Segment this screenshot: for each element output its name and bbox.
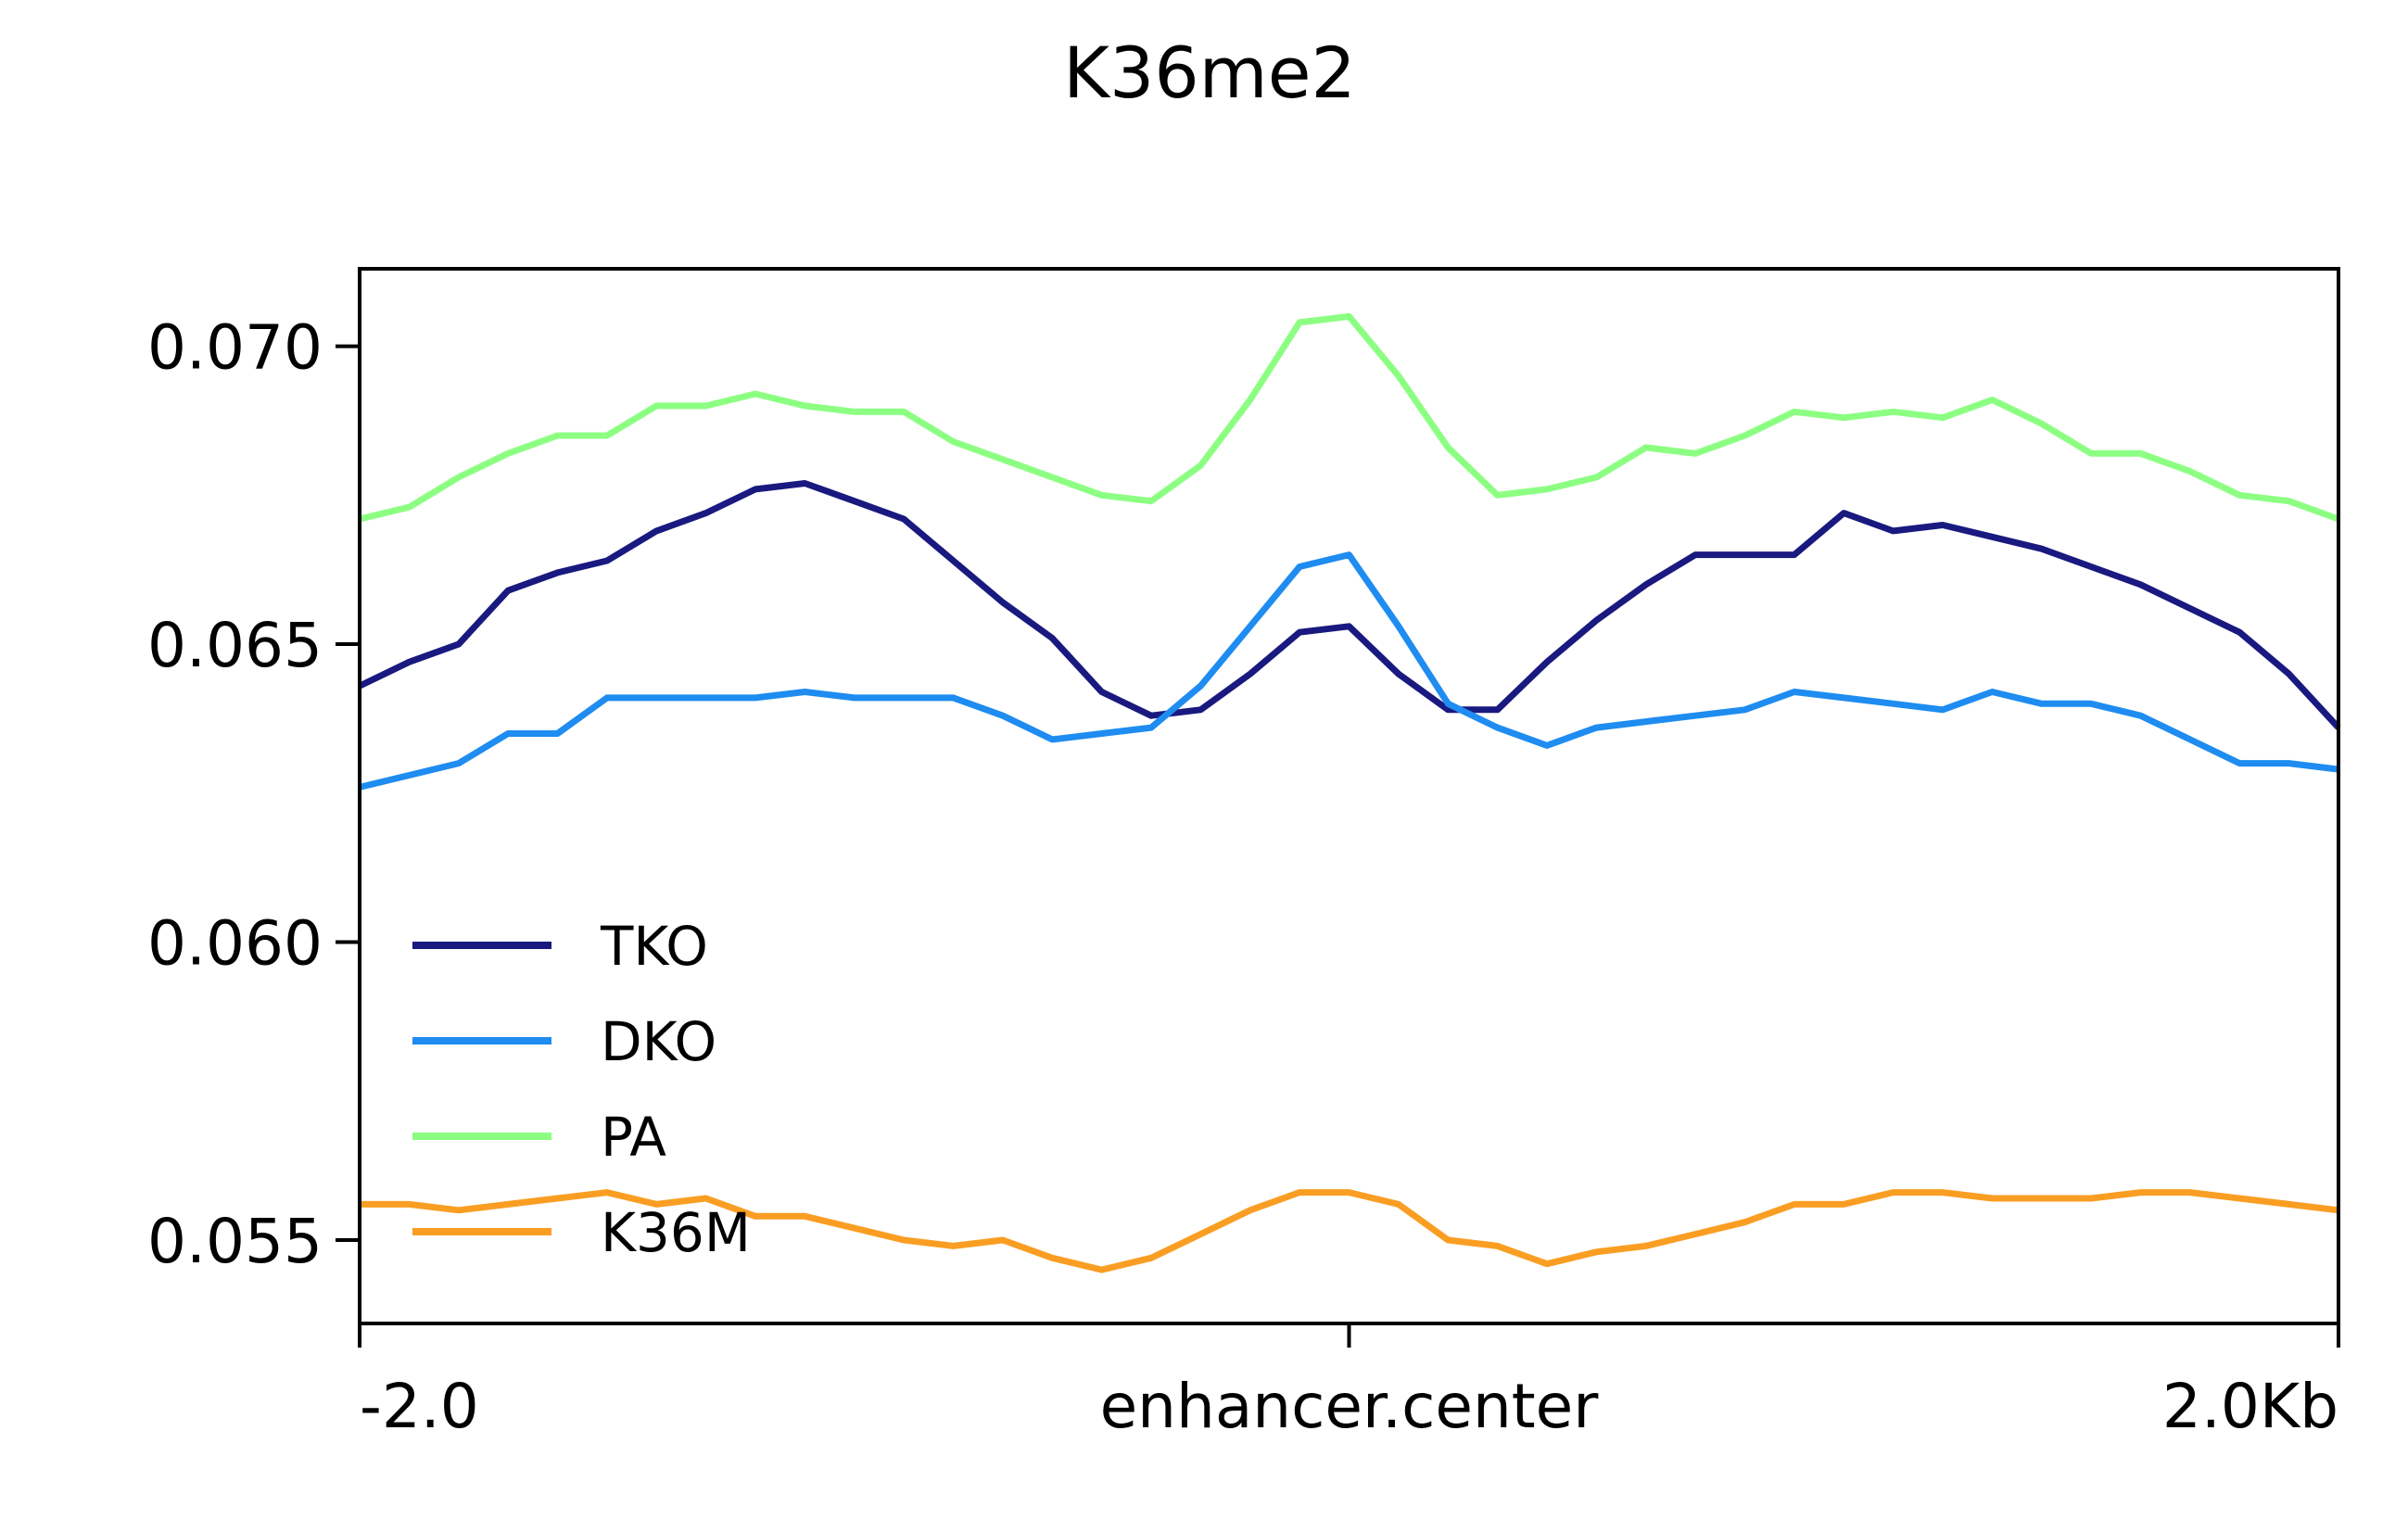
y-axis: 0.055 0.060 0.065 0.070 — [147, 312, 360, 1277]
legend: TKO DKO PA K36M — [412, 915, 751, 1264]
y-tick-label: 0.070 — [147, 312, 323, 384]
series-line-tko — [358, 480, 2341, 730]
legend-label-pa: PA — [601, 1106, 666, 1169]
series-line-k36m — [360, 1189, 2339, 1273]
x-axis: -2.0 enhancer.center 2.0Kb — [358, 1323, 2340, 1442]
x-tick-label: 2.0Kb — [2162, 1371, 2338, 1442]
legend-label-k36m: K36M — [601, 1201, 751, 1264]
y-tick-label: 0.065 — [147, 610, 323, 681]
series-line-pa — [359, 312, 2340, 523]
legend-label-dko: DKO — [601, 1010, 716, 1073]
x-tick-label: enhancer.center — [1100, 1371, 1600, 1442]
chart-title: K36me2 — [1063, 32, 1356, 114]
series-line-dko — [359, 551, 2339, 791]
series-layer — [358, 312, 2341, 1273]
y-tick-label: 0.055 — [147, 1206, 323, 1277]
x-tick-label: -2.0 — [360, 1371, 479, 1442]
legend-label-tko: TKO — [600, 915, 708, 978]
y-tick-label: 0.060 — [147, 908, 323, 980]
